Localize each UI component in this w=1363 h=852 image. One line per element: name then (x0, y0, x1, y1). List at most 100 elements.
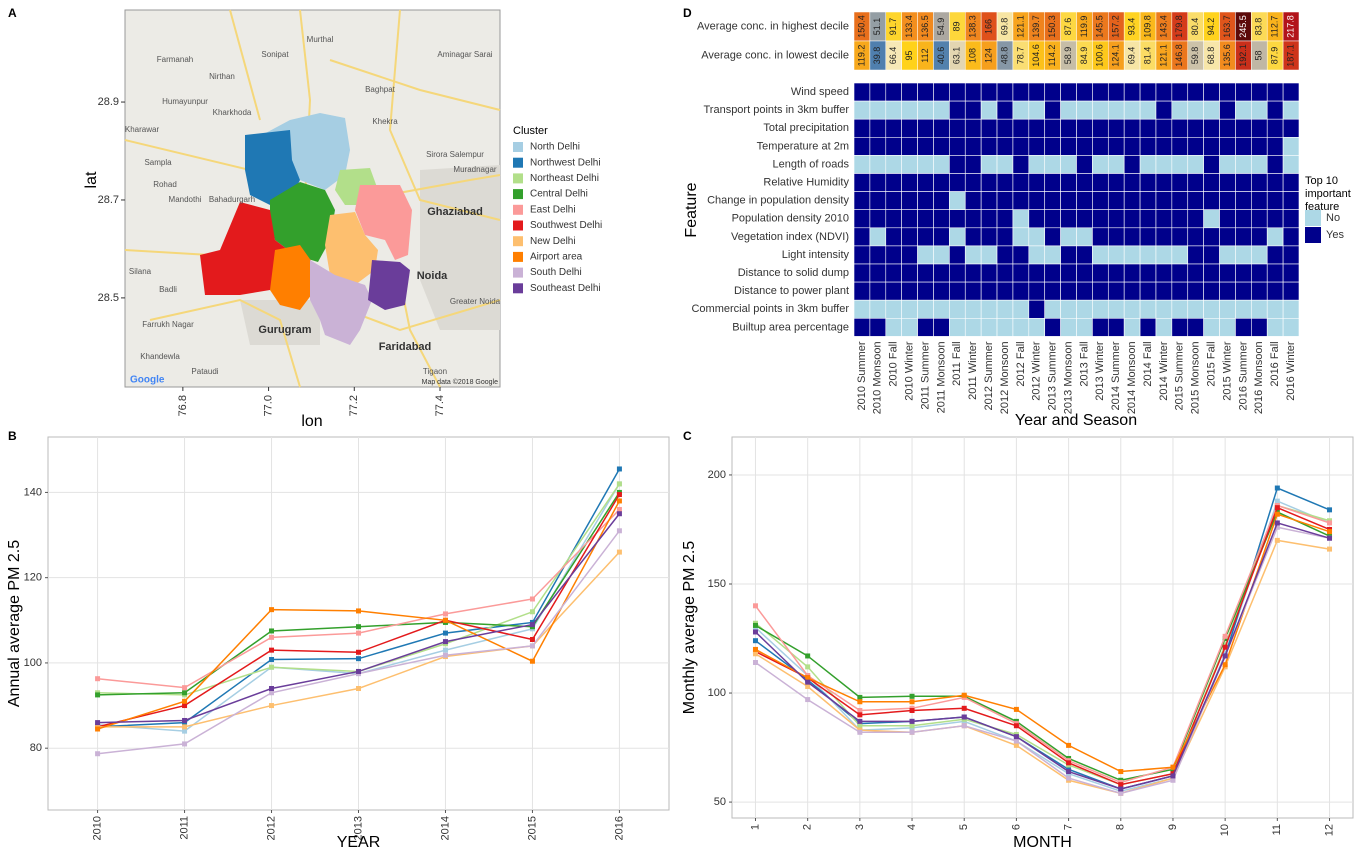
heat-cell (1235, 228, 1251, 246)
cell-value: 108 (968, 48, 978, 63)
cell-value: 119.9 (1079, 16, 1089, 38)
heat-cell (1092, 119, 1108, 137)
heat-cell (1251, 137, 1267, 155)
heat-cell (997, 192, 1013, 210)
heat-cell (902, 174, 918, 192)
heat-cell (997, 318, 1013, 336)
heat-cell (1220, 264, 1236, 282)
heat-cell (933, 155, 949, 173)
data-point (753, 603, 758, 608)
legend-label: Northwest Delhi (530, 157, 601, 168)
heat-cell (854, 155, 870, 173)
place-label: Bahadurgarh (209, 195, 255, 204)
data-point (1066, 776, 1071, 781)
heat-cell (997, 300, 1013, 318)
heat-cell (1235, 101, 1251, 119)
x-tick-label: 2013 Fall (1078, 341, 1090, 386)
cell-value: 95 (904, 50, 914, 60)
data-point (617, 550, 622, 555)
cell-value: 150.4 (856, 15, 866, 38)
place-label: Rohad (153, 180, 177, 189)
place-label: Nirthan (209, 72, 235, 81)
heat-cell (1251, 101, 1267, 119)
heat-cell (1188, 174, 1204, 192)
heat-cell (854, 174, 870, 192)
heat-cell (1124, 246, 1140, 264)
data-point (1118, 769, 1123, 774)
x-tick-label: 3 (854, 824, 866, 830)
heat-cell (1108, 174, 1124, 192)
heat-cell (1092, 155, 1108, 173)
heat-cell (902, 282, 918, 300)
heat-cell (1029, 246, 1045, 264)
data-point (269, 686, 274, 691)
heat-cell (1061, 174, 1077, 192)
heat-cell (1172, 246, 1188, 264)
data-point (857, 695, 862, 700)
heat-cell (965, 246, 981, 264)
data-point (356, 608, 361, 613)
data-point (1066, 760, 1071, 765)
heat-cell (886, 101, 902, 119)
data-point (805, 697, 810, 702)
heat-cell (1029, 228, 1045, 246)
heat-cell (902, 228, 918, 246)
heat-cell (949, 192, 965, 210)
heat-cell (949, 210, 965, 228)
heat-cell (1140, 264, 1156, 282)
data-point (1223, 653, 1228, 658)
heat-cell (1092, 264, 1108, 282)
y-tick-label: 28.7 (98, 194, 119, 206)
heat-cell (1045, 119, 1061, 137)
heat-cell (933, 210, 949, 228)
place-label: Sonipat (261, 50, 289, 59)
heat-cell (981, 155, 997, 173)
data-point (910, 730, 915, 735)
heat-cell (1092, 101, 1108, 119)
cell-value: 80.4 (1190, 18, 1200, 36)
feature-label: Wind speed (791, 86, 849, 98)
heat-cell (1267, 83, 1283, 101)
heat-cell (1013, 210, 1029, 228)
heat-cell (1172, 228, 1188, 246)
cell-value: 138.3 (968, 15, 978, 38)
legend-label: North Delhi (530, 142, 580, 153)
place-label: Kharawar (125, 125, 160, 134)
heat-cell (1029, 210, 1045, 228)
place-label: Gurugram (258, 324, 311, 336)
x-tick-label: 2015 Monsoon (1190, 341, 1202, 414)
place-label: Ghaziabad (427, 206, 483, 218)
y-tick-label: 100 (708, 687, 726, 699)
heat-cell (918, 119, 934, 137)
cell-value: 187.1 (1285, 44, 1295, 67)
heat-cell (1124, 264, 1140, 282)
data-point (530, 622, 535, 627)
heat-cell (949, 246, 965, 264)
cell-value: 68.8 (1206, 47, 1216, 65)
legend-label: Northeast Delhi (530, 173, 599, 184)
heat-cell (949, 101, 965, 119)
heat-cell (1077, 174, 1093, 192)
heat-cell (1188, 137, 1204, 155)
heat-cell (886, 246, 902, 264)
data-point (1014, 734, 1019, 739)
heat-cell (1156, 137, 1172, 155)
cell-value: 87.6 (1063, 18, 1073, 36)
heat-cell (1029, 137, 1045, 155)
heat-cell (1283, 282, 1299, 300)
heat-cell (1235, 300, 1251, 318)
x-tick-label: 2016 Summer (1237, 341, 1249, 410)
feature-label: Vegetation index (NDVI) (731, 231, 849, 243)
x-tick-label: 6 (1010, 824, 1022, 830)
heat-cell (1124, 137, 1140, 155)
data-point (269, 648, 274, 653)
heat-cell (1283, 264, 1299, 282)
heat-cell (902, 101, 918, 119)
cell-value: 136.5 (920, 15, 930, 38)
heat-cell (1235, 155, 1251, 173)
heat-cell (1108, 83, 1124, 101)
heat-cell (1156, 155, 1172, 173)
heat-cell (1124, 228, 1140, 246)
heat-cell (1188, 192, 1204, 210)
place-label: Muradnagar (453, 165, 496, 174)
